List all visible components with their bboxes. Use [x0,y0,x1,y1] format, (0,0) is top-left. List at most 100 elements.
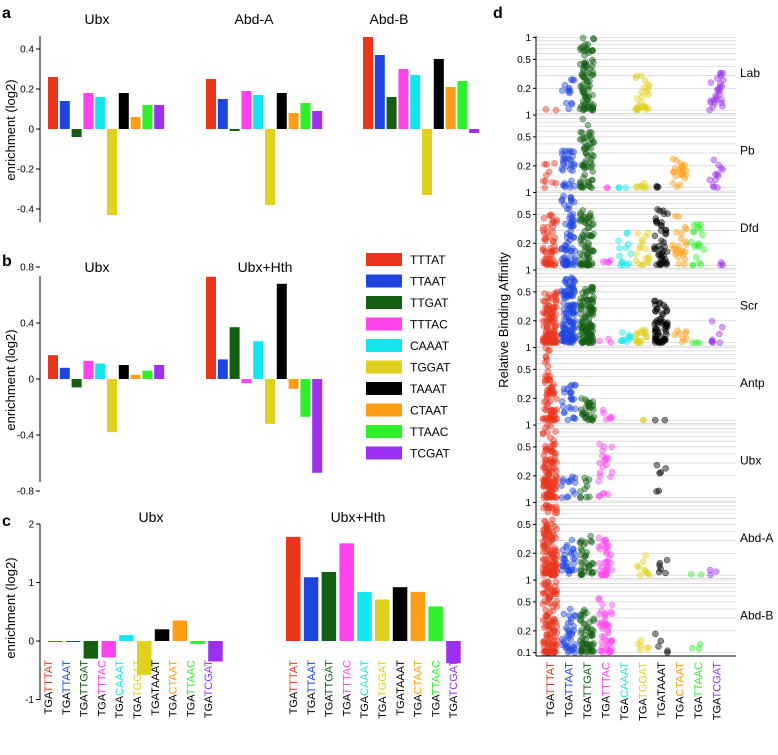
scatter-point-antp-taaat [661,416,669,424]
scatter-point-ubx-tttac [600,443,608,451]
panel-c-xlabel-left-caaat: TGACAAAT [114,660,126,719]
panel-c-ytick-label: 2 [28,520,34,531]
bar-b-1-tggat [107,379,117,433]
scatter-panel-name-abd-a: Abd-A [740,531,773,545]
bar-b-2-ttgat [229,327,240,379]
scatter-ytick-label: 1 [525,111,531,122]
scatter-point-dfd-ttgat [583,260,591,267]
scatter-point-antp-ttaat [559,398,566,405]
scatter-point-ubx-tttat [546,478,554,485]
scatter-point-abd-b-ttgat [584,648,591,656]
scatter-point-dfd-tggat [642,245,649,252]
scatter-point-dfd-ttaat [562,220,569,228]
legend-label-taaat: TAAAT [410,382,448,396]
panel-a-title-ubx: Ubx [85,11,110,27]
scatter-panel-name-scr: Scr [740,299,758,313]
scatter-point-pb-tcgat [706,176,714,184]
bar-a-1-tcgat [154,105,165,129]
scatter-point-pb-ctaat [672,172,679,180]
scatter-ytick-label: 1 [525,343,531,354]
scatter-point-lab-tcgat [719,70,727,77]
scatter-point-abd-b-tttat [540,590,547,597]
scatter-point-lab-tggat [633,95,641,102]
bar-a-2-caaat [253,95,264,129]
scatter-point-lab-ttgat [579,34,587,42]
scatter-ytick-label: 0.2 [517,84,531,95]
panel-c-xlabel-right-caaat: TGACAAAT [359,660,371,719]
scatter-point-abd-a-ttgat [578,571,585,578]
scatter-point-scr-ttaac [693,339,700,346]
scatter-ytick-label: 0.5 [517,520,531,531]
scatter-ytick-label: 1 [525,576,531,587]
bar-a-3-caaat [410,75,421,129]
scatter-point-abd-b-tttat [553,590,560,598]
scatter-point-lab-ttgat [581,60,589,67]
scatter-point-antp-tttat [544,400,551,408]
scatter-point-dfd-ttaac [692,254,700,261]
scatter-point-abd-a-tttat [552,534,559,542]
scatter-point-lab-ttgat [579,43,587,51]
scatter-point-abd-b-tttat [541,579,549,586]
scatter-point-ubx-tttac [603,461,610,469]
scatter-point-abd-b-tttac [604,646,612,653]
panel-d-ylabel: Relative Binding Affinity [496,252,511,388]
scatter-point-dfd-ttgat [578,216,586,223]
scatter-point-ubx-tttat [545,470,553,478]
panel-b-ytick-label: 0.8 [20,263,34,274]
scatter-ytick-label: 1 [525,188,531,199]
scatter-point-ubx-tttac [608,443,616,451]
scatter-point-scr-ttaat [567,330,574,337]
scatter-point-scr-taaat [660,301,667,309]
scatter-point-abd-a-tttat [551,571,559,579]
scatter-point-lab-ttaat [565,105,572,113]
scatter-point-pb-ttgat [583,134,590,141]
scatter-point-pb-tcgat [715,161,722,169]
panel-c-xlabel-left-tttat: TGATTTAT [43,660,55,715]
scatter-point-scr-ttaat [562,321,570,328]
scatter-ytick-label: 1 [525,266,531,277]
scatter-point-abd-b-tttac [605,623,613,631]
scatter-point-lab-ttgat [589,104,597,112]
scatter-point-scr-ttaat [570,285,578,293]
scatter-point-antp-ttgat [589,398,597,406]
bar-a-2-ttaat [217,99,228,129]
bar-b-1-taaat [118,365,129,379]
scatter-point-pb-ttaat [561,183,569,191]
scatter-point-scr-tcgat [709,339,717,346]
scatter-point-pb-tcgat [718,164,725,172]
scatter-point-antp-tttac [606,414,614,421]
scatter-point-abd-a-tggat [644,570,651,577]
scatter-point-dfd-ttgat [586,224,593,231]
bar-c-2-taaat [392,587,408,641]
scatter-point-abd-b-tttat [550,618,558,625]
scatter-point-ubx-ttgat [577,494,584,501]
scatter-point-pb-ttaat [560,161,567,168]
scatter-point-abd-b-tttac [599,601,606,608]
scatter-point-lab-ttaat [570,77,578,84]
panel-c-xlabel-left-tggat: TGATGGAT [132,660,144,719]
legend-label-ctaat: CTAAT [410,404,448,418]
bar-a-3-ctaat [445,87,456,129]
bar-b-2-tttac [241,379,252,384]
bar-c-2-tcgat [446,641,461,664]
scatter-point-scr-ttaat [566,337,573,345]
scatter-point-abd-a-ttaat [570,560,577,567]
scatter-point-scr-tggat [638,327,646,334]
bar-a-3-ttaat [374,55,385,129]
bar-b-2-ttaat [217,359,228,379]
scatter-point-abd-b-ttaat [568,631,576,638]
scatter-point-scr-tttat [543,331,551,339]
scatter-point-dfd-ttgat [589,247,597,255]
scatter-point-ubx-tttac [595,492,603,500]
scatter-point-pb-tttat [541,160,548,168]
scatter-point-abd-a-tcgat [712,568,720,575]
scatter-point-dfd-ttaat [560,192,567,200]
scatter-point-ubx-tttat [551,449,558,457]
scatter-point-scr-tttac [607,339,615,346]
scatter-point-scr-ttaat [571,333,579,341]
scatter-point-antp-ttaat [559,403,567,410]
scatter-point-antp-ttaat [567,389,575,396]
bar-c-2-ttgat [321,571,337,641]
scatter-point-dfd-ttgat [577,209,584,217]
scatter-point-abd-a-ttaat [569,545,577,553]
